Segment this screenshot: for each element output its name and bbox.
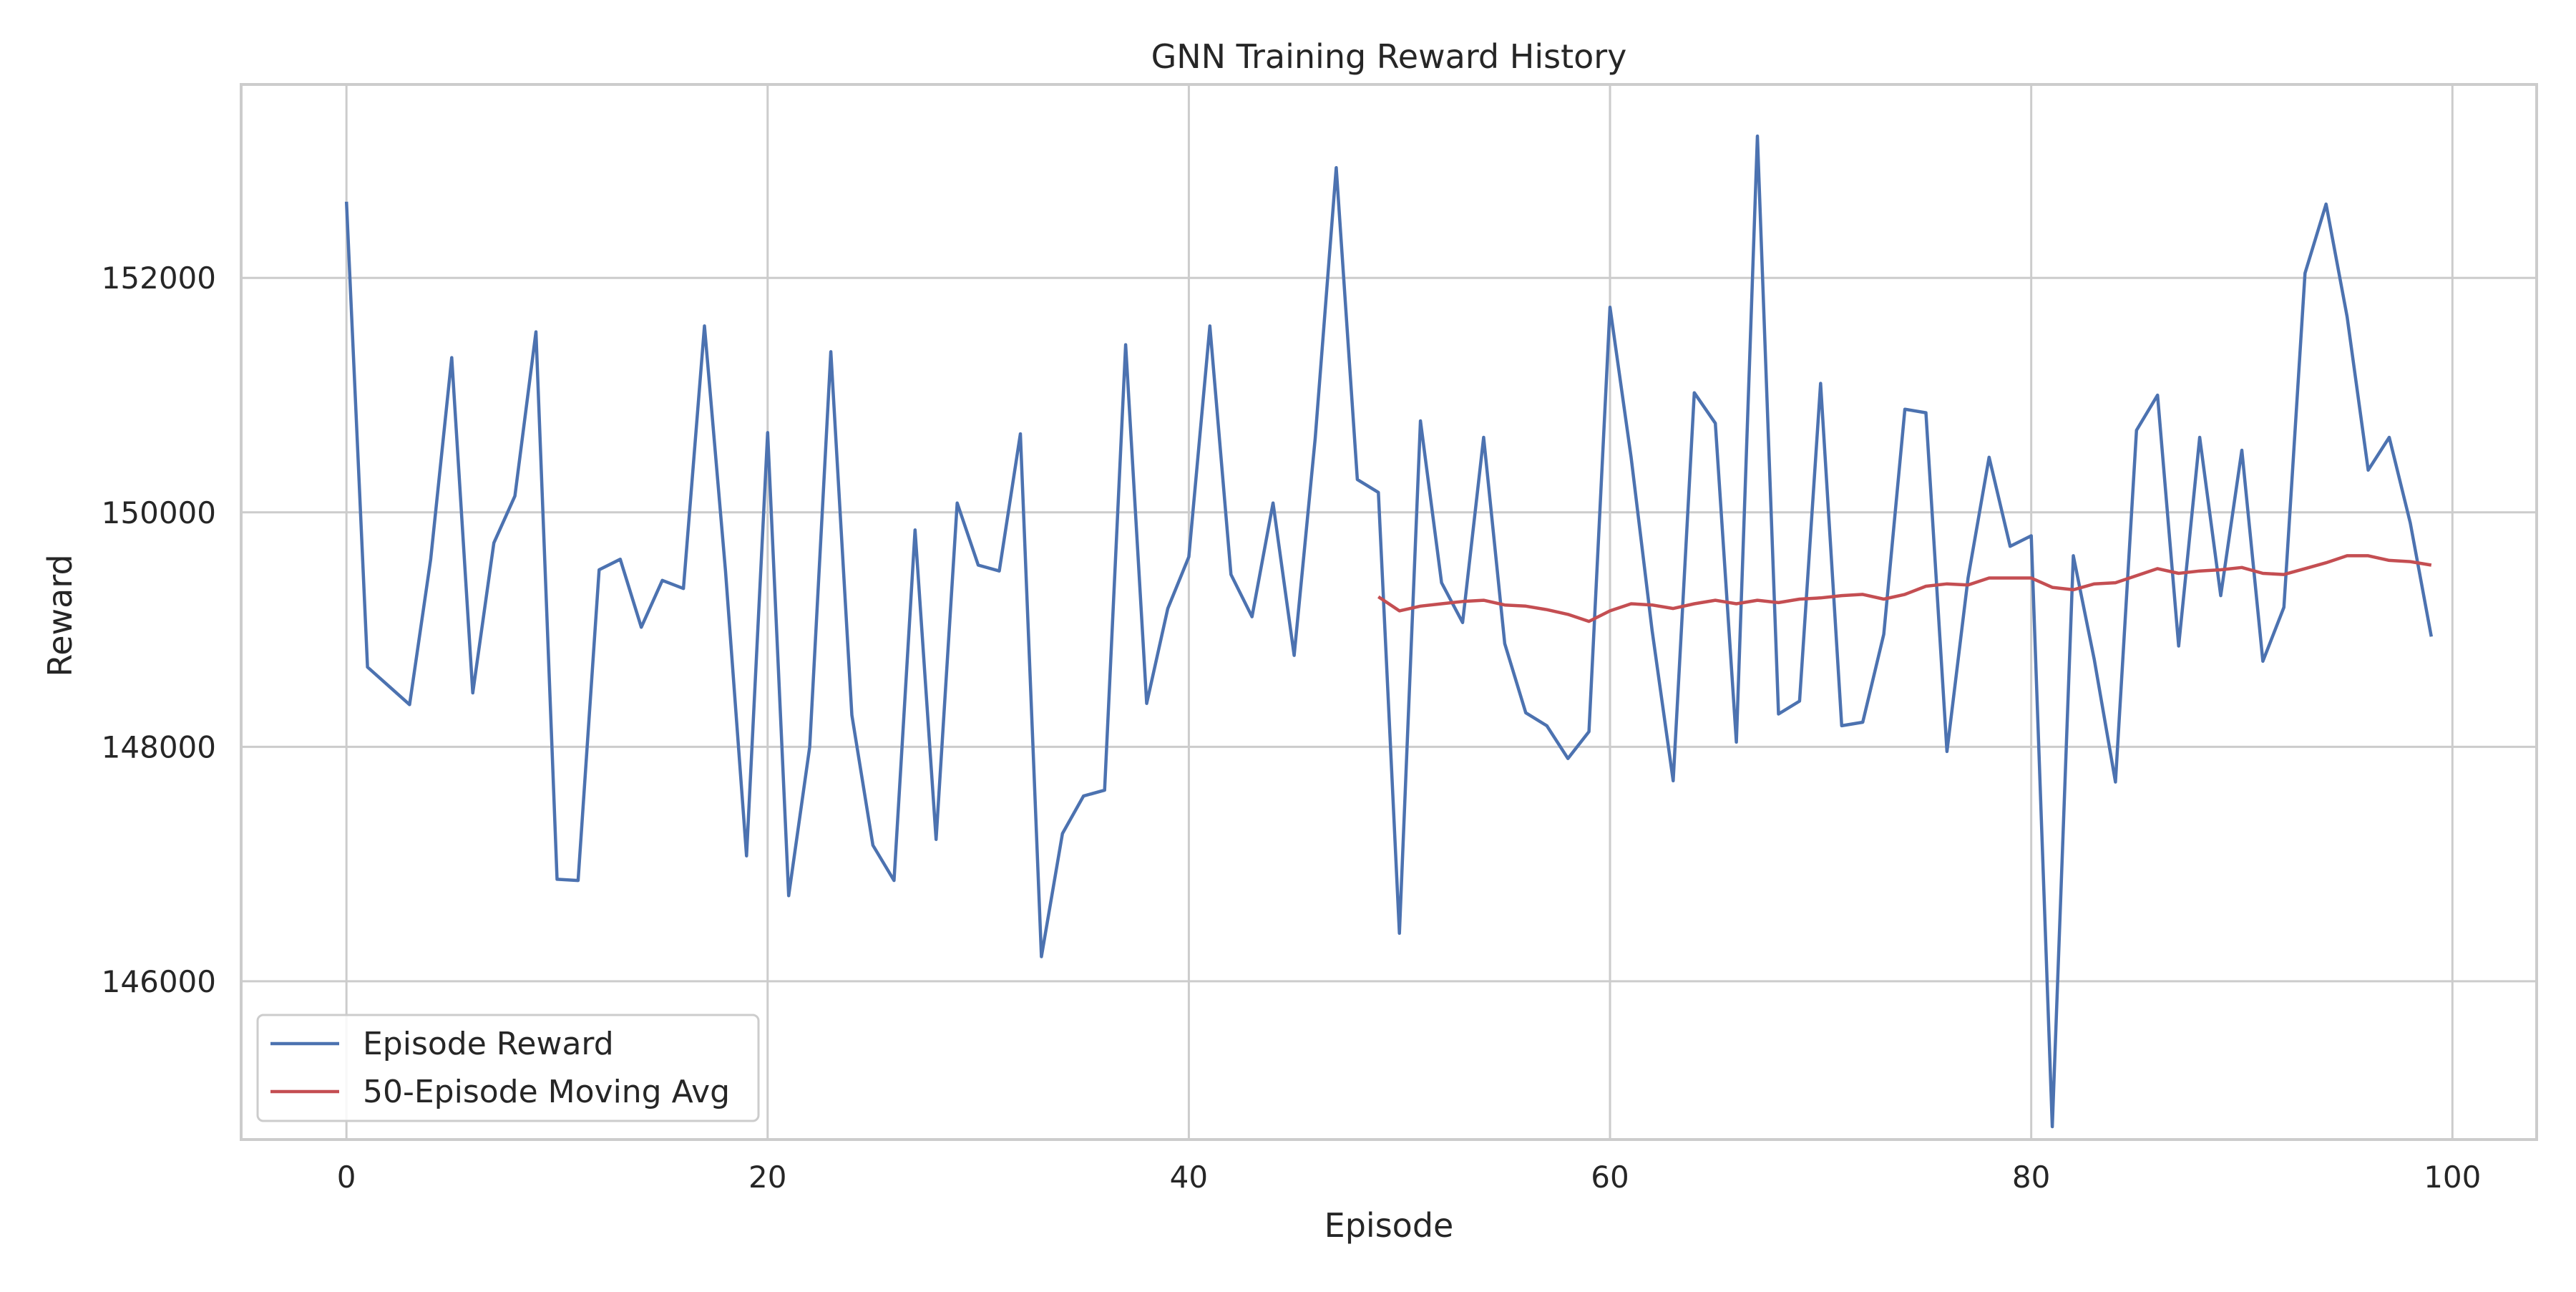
- series-line-moving-avg: [1377, 554, 2432, 623]
- legend-label-moving-avg: 50-Episode Moving Avg: [363, 1074, 730, 1110]
- legend-label-episode-reward: Episode Reward: [363, 1026, 614, 1062]
- x-tick-label: 100: [2424, 1160, 2481, 1195]
- y-tick-label: 148000: [102, 729, 216, 764]
- y-tick-labels: 146000 148000 150000 152000: [102, 261, 216, 999]
- grid-lines: [241, 84, 2537, 1140]
- x-tick-label: 20: [748, 1160, 786, 1195]
- legend: Episode Reward 50-Episode Moving Avg: [256, 1014, 760, 1122]
- x-tick-label: 0: [337, 1160, 356, 1195]
- x-tick-label: 80: [2012, 1160, 2050, 1195]
- x-axis-label: Episode: [1324, 1206, 1454, 1245]
- series-lines: [344, 134, 2434, 1129]
- legend-box: [256, 1014, 760, 1122]
- x-tick-labels: 0 20 40 60 80 100: [337, 1160, 2482, 1195]
- plot-area-frame: [240, 83, 2538, 1141]
- chart-title: GNN Training Reward History: [1151, 37, 1627, 76]
- y-tick-label: 146000: [102, 964, 216, 999]
- y-tick-label: 150000: [102, 495, 216, 530]
- y-tick-label: 152000: [102, 261, 216, 296]
- x-tick-label: 60: [1591, 1160, 1629, 1195]
- x-tick-label: 40: [1170, 1160, 1208, 1195]
- series-line-episode-reward: [344, 134, 2434, 1129]
- y-axis-label: Reward: [41, 554, 79, 676]
